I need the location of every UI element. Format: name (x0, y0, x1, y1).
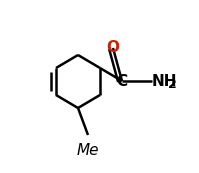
Text: C: C (116, 74, 128, 89)
Text: Me: Me (77, 143, 99, 158)
Text: 2: 2 (168, 78, 177, 90)
Text: NH: NH (152, 74, 178, 89)
Text: O: O (106, 40, 120, 56)
